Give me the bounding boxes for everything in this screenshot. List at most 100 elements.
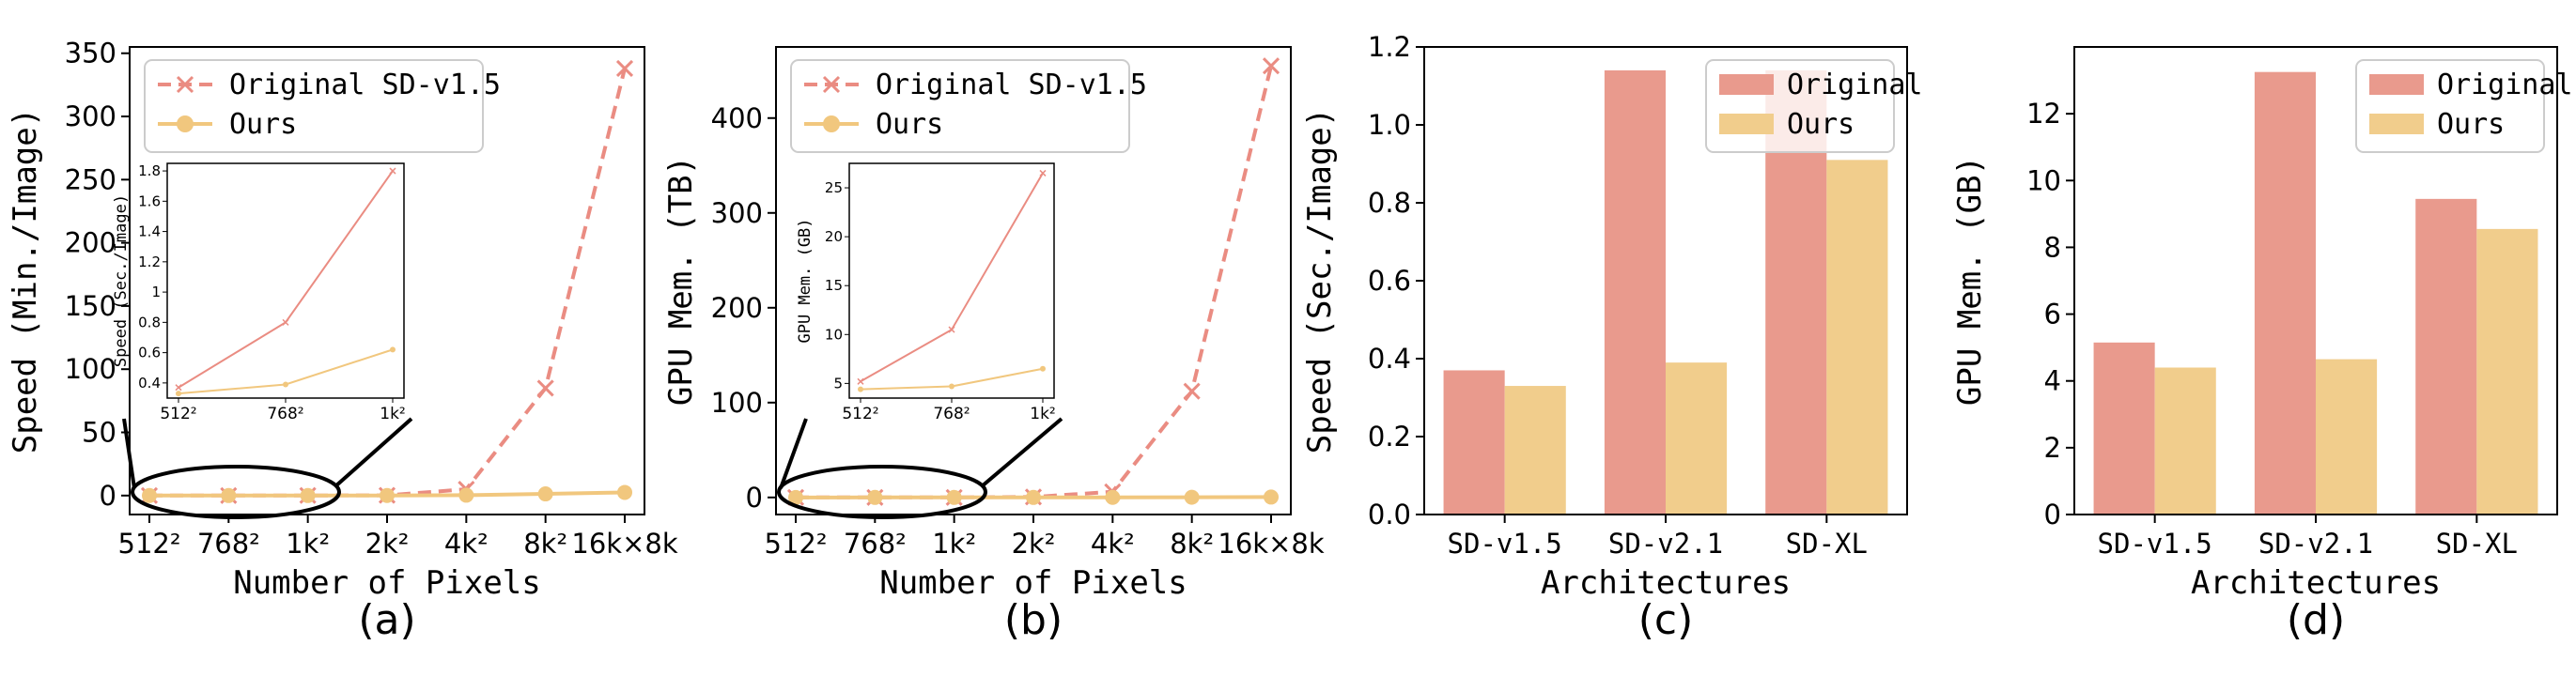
x-tick-label: 4k² [444, 528, 489, 560]
inset-x-marker [175, 384, 182, 392]
x-tick-label: 1k² [932, 528, 976, 560]
x-tick-label: 512² [118, 528, 181, 560]
inset-chart: 0.4 0.6 0.8 1 1.2 1.4 1.6 1.8 512² 768² 1k² Speed (… [112, 162, 406, 423]
y-tick-label: 0 [746, 482, 763, 514]
inset-y-tick-label: 0.6 [138, 345, 161, 361]
bar-ours [2154, 367, 2216, 515]
x-axis-label: Number of Pixels [879, 564, 1187, 602]
inset-y-tick-label: 1.4 [138, 223, 161, 240]
legend-circle-marker [177, 115, 194, 132]
x-tick-label: SD-v2.1 [1608, 528, 1723, 560]
legend: Original Ours [2355, 59, 2573, 153]
inset-x-marker [948, 326, 955, 333]
data-point-original [536, 379, 554, 397]
inset-x-tick-label: 1k² [1030, 405, 1055, 423]
data-point-ours [1264, 489, 1279, 505]
y-axis-label: GPU Mem. (TB) [662, 156, 700, 406]
y-tick-label: 12 [2026, 98, 2061, 130]
legend-label: Original SD-v1.5 [876, 69, 1147, 101]
data-point-ours [867, 489, 883, 505]
legend-circle-marker [823, 115, 840, 132]
legend-x-marker [822, 75, 841, 94]
y-tick-label: 2 [2044, 432, 2061, 464]
legend-swatch [1719, 114, 1774, 134]
y-tick-label: 0.4 [1368, 343, 1411, 375]
x-tick-label: 768² [197, 528, 260, 560]
legend-label: Ours [2437, 108, 2505, 141]
data-point-ours [617, 484, 632, 500]
x-marker [1183, 382, 1201, 400]
panel-4: 0 2 4 6 8 10 12 GPU Mem. (GB) Architectures(d) SD… [1951, 46, 2573, 644]
inset-x-tick-label: 768² [933, 405, 970, 423]
inset-y-tick-label: 0.8 [138, 314, 161, 330]
y-tick-label: 6 [2044, 299, 2061, 330]
legend-label: Ours [229, 108, 297, 141]
inset-circle-marker [1040, 365, 1046, 372]
inset-frame [166, 162, 405, 399]
y-tick-label: 4 [2044, 365, 2061, 397]
y-tick-label: 0.2 [1368, 421, 1411, 453]
inset-y-tick-label: 1.6 [138, 192, 161, 209]
inset-circle-marker [949, 383, 954, 390]
bar-original [1443, 370, 1505, 515]
zoom-ellipse [777, 465, 987, 519]
zoom-connector [980, 417, 1063, 488]
y-tick-label: 0.8 [1368, 187, 1411, 219]
bar-ours [1666, 362, 1728, 515]
x-tick-label: 8k² [1170, 528, 1214, 560]
y-tick-label: 150 [65, 290, 116, 322]
legend-label: Original [1787, 69, 1923, 101]
panel-1: 0 50 100 150 200 250 300 350 Speed (Min./Image) N… [7, 38, 678, 644]
y-axis-label: GPU Mem. (GB) [1951, 156, 1989, 406]
data-point-original [1262, 57, 1280, 75]
data-point-ours [1105, 489, 1121, 505]
x-axis-label: Number of Pixels [233, 564, 541, 602]
data-point-ours [221, 487, 237, 503]
y-tick-label: 1.0 [1368, 109, 1411, 141]
inset-chart: 5 10 15 20 25 512² 768² 1k² GPU Mem. (GB) [796, 162, 1056, 423]
inset-x-marker [857, 377, 864, 385]
bar-ours [1826, 160, 1888, 515]
inset-y-tick-label: 25 [825, 179, 843, 196]
bar-original [1604, 69, 1666, 515]
y-tick-label: 0 [2044, 499, 2061, 530]
x-tick-label: 16k×8k [571, 528, 677, 560]
zoom-connector [779, 418, 808, 489]
x-tick-label: 4k² [1091, 528, 1135, 560]
data-point-original [615, 59, 634, 77]
inset-y-tick-label: 0.4 [138, 375, 161, 392]
y-tick-label: 10 [2026, 164, 2061, 196]
inset-circle-marker [858, 386, 863, 392]
zoom-connector [334, 417, 413, 488]
data-point-ours [300, 487, 316, 503]
inset-circle-marker [176, 391, 181, 397]
data-point-ours [946, 489, 962, 505]
data-point-ours [788, 489, 803, 505]
x-tick-label: 16k×8k [1218, 528, 1324, 560]
y-tick-label: 100 [711, 387, 763, 419]
bar-ours [2476, 228, 2538, 515]
inset-y-tick-label: 1 [151, 284, 161, 300]
data-point-ours [1026, 489, 1041, 505]
y-tick-label: 50 [82, 417, 116, 449]
data-point-ours [142, 487, 157, 503]
x-tick-label: SD-v2.1 [2258, 528, 2373, 560]
legend-label: Original SD-v1.5 [229, 69, 501, 101]
x-tick-label: SD-v1.5 [1448, 528, 1562, 560]
legend-label: Original [2437, 69, 2573, 101]
x-tick-label: 2k² [1012, 528, 1056, 560]
inset-frame [848, 162, 1055, 399]
inset-y-axis-label: Speed (Sec./Image) [112, 194, 131, 367]
inset-x-tick-label: 512² [160, 405, 196, 423]
x-tick-label: 512² [765, 528, 828, 560]
panel-label: (a) [358, 596, 415, 644]
bar-original [2093, 342, 2155, 515]
data-point-ours [458, 487, 474, 503]
zoom-ellipse [131, 465, 341, 519]
bar-original [2415, 198, 2477, 515]
axes-frame [1423, 46, 1908, 515]
inset-circle-marker [283, 381, 288, 388]
data-point-ours [537, 486, 553, 502]
legend: Original SD-v1.5 Ours [790, 59, 1147, 153]
